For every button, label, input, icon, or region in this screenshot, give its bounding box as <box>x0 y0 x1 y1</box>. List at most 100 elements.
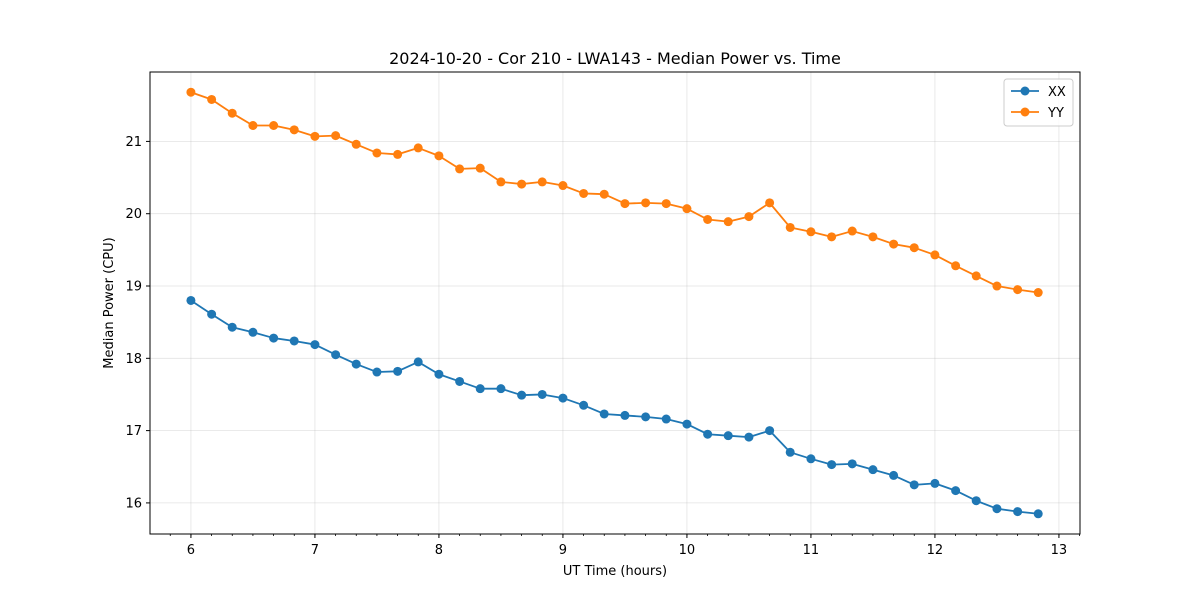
data-point-xx <box>227 322 237 332</box>
data-point-yy <box>951 261 961 271</box>
data-point-yy <box>744 212 754 222</box>
x-tick-label: 11 <box>803 543 820 558</box>
data-point-xx <box>703 429 713 439</box>
data-point-yy <box>909 243 919 253</box>
data-point-xx <box>827 460 837 470</box>
y-axis: 16 17 18 19 20 21 <box>125 135 150 511</box>
data-point-yy <box>723 217 733 227</box>
x-tick-label: 10 <box>679 543 696 558</box>
data-point-yy <box>1013 285 1023 295</box>
data-point-xx <box>785 447 795 457</box>
data-point-xx <box>661 414 671 424</box>
data-point-yy <box>455 164 465 174</box>
data-point-yy <box>434 151 444 161</box>
data-point-yy <box>517 179 527 189</box>
legend: XX YY <box>1003 78 1074 127</box>
data-point-xx <box>413 357 423 367</box>
data-point-yy <box>351 139 361 149</box>
data-point-yy <box>310 131 320 141</box>
data-point-yy <box>992 281 1002 291</box>
x-tick-label: 13 <box>1051 543 1068 558</box>
data-point-yy <box>1033 288 1043 298</box>
data-point-xx <box>351 359 361 369</box>
y-tick-label: 16 <box>125 496 142 511</box>
data-point-xx <box>806 454 816 464</box>
data-point-xx <box>496 384 506 394</box>
grid <box>150 72 1080 534</box>
data-point-yy <box>289 125 299 135</box>
data-point-xx <box>331 350 341 360</box>
x-axis: 6 7 8 9 10 11 12 13 <box>169 534 1080 558</box>
data-point-yy <box>889 239 899 249</box>
data-point-xx <box>517 390 527 400</box>
data-point-yy <box>868 232 878 242</box>
data-point-xx <box>207 309 217 319</box>
data-point-yy <box>331 131 341 141</box>
data-point-yy <box>207 94 217 104</box>
data-point-yy <box>393 149 403 159</box>
data-point-xx <box>393 366 403 376</box>
data-point-xx <box>847 459 857 469</box>
data-point-xx <box>682 419 692 429</box>
y-tick-label: 19 <box>125 280 142 295</box>
data-point-yy <box>930 250 940 260</box>
data-point-xx <box>248 327 258 337</box>
data-point-yy <box>372 148 382 158</box>
data-point-xx <box>744 432 754 442</box>
data-point-yy <box>620 199 630 209</box>
data-point-xx <box>889 470 899 480</box>
data-point-yy <box>248 121 258 131</box>
series-xx <box>186 295 1043 519</box>
data-point-xx <box>1033 509 1043 519</box>
data-point-yy <box>496 177 506 187</box>
legend-label-xx: XX <box>1048 85 1066 100</box>
chart-title: 2024-10-20 - Cor 210 - LWA143 - Median P… <box>389 49 841 68</box>
data-point-xx <box>951 486 961 496</box>
data-point-yy <box>765 198 775 208</box>
x-tick-label: 6 <box>187 543 195 558</box>
data-point-xx <box>599 409 609 419</box>
series-yy <box>186 87 1043 298</box>
data-point-xx <box>269 333 279 343</box>
legend-marker-xx <box>1020 86 1030 96</box>
x-tick-label: 9 <box>559 543 567 558</box>
data-point-xx <box>620 410 630 420</box>
data-point-yy <box>227 108 237 118</box>
data-point-yy <box>558 181 568 191</box>
plot-frame <box>149 71 1081 535</box>
series-line-yy <box>190 91 1039 294</box>
data-point-yy <box>579 188 589 198</box>
data-point-xx <box>765 426 775 436</box>
y-tick-label: 17 <box>125 424 142 439</box>
data-point-xx <box>310 340 320 350</box>
data-point-xx <box>558 393 568 403</box>
data-point-xx <box>930 478 940 488</box>
data-point-xx <box>537 389 547 399</box>
data-point-xx <box>909 480 919 490</box>
data-point-yy <box>847 226 857 236</box>
data-point-xx <box>641 412 651 422</box>
data-point-yy <box>971 271 981 281</box>
x-tick-label: 12 <box>927 543 944 558</box>
data-point-yy <box>806 227 816 237</box>
y-axis-label: Median Power (CPU) <box>102 237 117 368</box>
data-point-yy <box>682 204 692 214</box>
data-point-xx <box>372 367 382 377</box>
data-point-yy <box>661 199 671 209</box>
x-tick-label: 8 <box>435 543 443 558</box>
x-axis-label: UT Time (hours) <box>563 564 667 579</box>
data-point-xx <box>289 336 299 346</box>
data-point-xx <box>723 431 733 441</box>
data-point-xx <box>992 504 1002 514</box>
data-point-xx <box>1013 507 1023 517</box>
data-point-xx <box>868 465 878 475</box>
legend-marker-yy <box>1020 107 1030 117</box>
data-point-yy <box>269 121 279 131</box>
y-tick-label: 21 <box>125 135 142 150</box>
series-layer <box>186 87 1043 519</box>
data-point-yy <box>599 189 609 199</box>
data-point-xx <box>186 295 196 305</box>
data-point-xx <box>971 496 981 506</box>
data-point-xx <box>579 400 589 410</box>
